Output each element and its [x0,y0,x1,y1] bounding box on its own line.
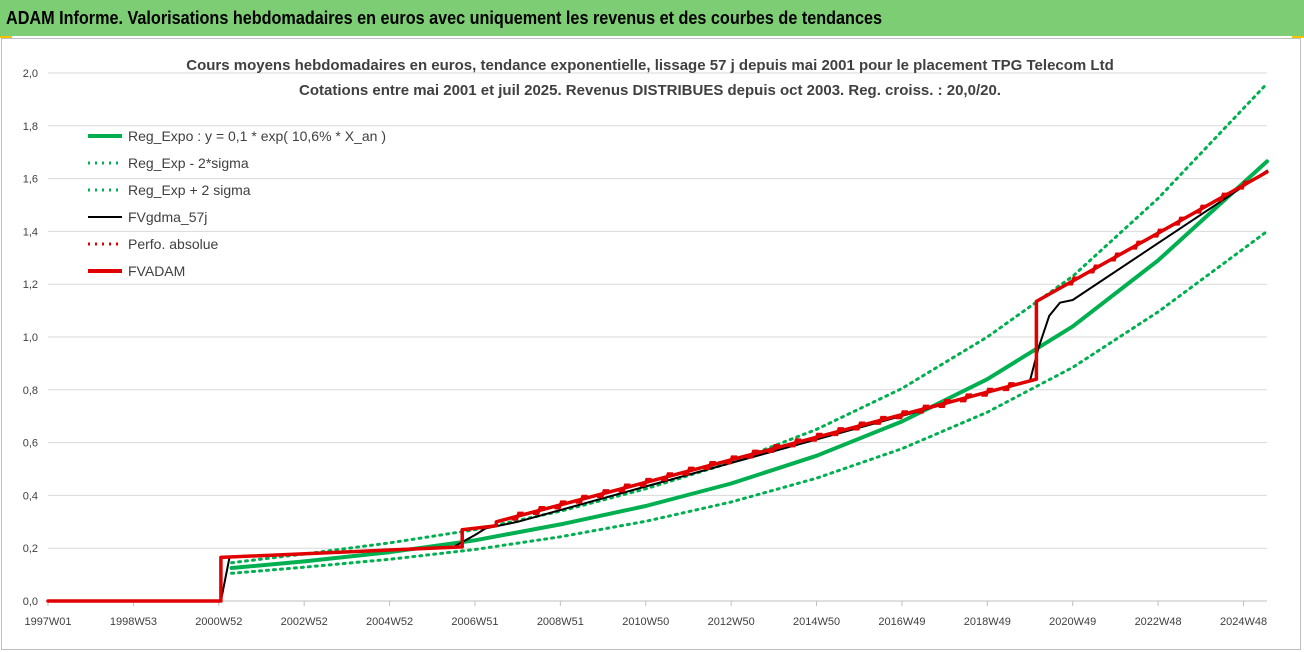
y-tick-label: 0,8 [23,385,38,397]
fvadam-step [1237,180,1250,190]
fvadam-step [533,506,546,516]
legend: Reg_Expo : y = 0,1 * exp( 10,6% * X_an )… [88,128,386,279]
fvadam-step [1194,204,1207,214]
fvadam-step [810,432,823,442]
series-fvadam [46,170,1269,603]
y-tick-label: 1,4 [23,226,38,238]
fvadam-step [575,494,588,504]
y-tick-label: 1,8 [23,121,38,133]
fvadam-step [1002,382,1015,392]
x-tick-label: 2006W51 [451,616,498,628]
legend-label: FVgdma_57j [128,209,207,225]
fvadam-step [853,421,866,431]
fvadam-step [1066,276,1079,286]
y-tick-label: 0,0 [23,596,38,608]
fvadam-step [618,483,631,493]
legend-label: Reg_Exp - 2*sigma [128,155,249,171]
fvadam-step [1216,192,1229,202]
chart-border [1,38,1301,650]
fvadam-step [703,460,716,470]
fvadam-step [1173,216,1186,226]
fvadam-step [661,472,674,482]
series-fvgdma-57j [47,169,1268,602]
legend-label: Perfo. absolue [128,236,218,252]
fvadam-step [746,449,759,459]
fvadam-step [767,444,780,454]
x-tick-label: 2014W50 [793,616,840,628]
y-tick-label: 0,4 [23,490,38,502]
x-tick-label: 2020W49 [1049,616,1096,628]
fvadam-step [938,398,951,408]
legend-label: Reg_Exp + 2 sigma [128,182,251,198]
y-tick-label: 1,6 [23,174,38,186]
x-tick-label: 1997W01 [24,616,71,628]
banner-title: ADAM Informe. Valorisations hebdomadaire… [6,8,882,28]
fvadam-step [597,489,610,499]
fvadam-step [831,427,844,437]
banner-accent-right [1292,36,1304,38]
x-tick-label: 2024W48 [1220,616,1267,628]
x-tick-label: 2004W52 [366,616,413,628]
fvadam-step [895,410,908,420]
fvadam-step [959,393,972,403]
fvadam-step [725,455,738,465]
gridlines [48,72,1267,602]
x-tick-label: 2022W48 [1135,616,1182,628]
series-group [46,82,1269,603]
title-banner: ADAM Informe. Valorisations hebdomadaire… [0,0,1304,36]
y-tick-label: 0,2 [23,543,38,555]
y-tick-label: 2,0 [23,68,38,80]
x-tick-label: 2016W49 [878,616,925,628]
y-tick-label: 0,6 [23,438,38,450]
x-tick-label: 2012W50 [708,616,755,628]
series-reg-exp-minus-2sigma [230,229,1269,575]
fvadam-step [511,511,524,521]
x-tick-label: 1998W53 [110,616,157,628]
legend-label: Reg_Expo : y = 0,1 * exp( 10,6% * X_an ) [128,128,386,144]
fvadam-step [1130,240,1143,250]
x-tick-label: 2000W52 [195,616,242,628]
axes: 0,0 0,2 0,4 0,6 0,8 1,0 1,2 1,4 1,6 1,8 2,0 1997W01… [23,68,1267,628]
x-tick-label: 2010W50 [622,616,669,628]
banner-accent-left [0,36,12,38]
series-reg-expo [229,159,1269,570]
series-reg-exp-plus-2sigma [230,82,1269,565]
x-tick-label: 2018W49 [964,616,1011,628]
fvadam-step [639,477,652,487]
x-tick-label: 2002W52 [281,616,328,628]
chart-title: Cours moyens hebdomadaires en euros, ten… [186,57,1114,74]
x-tick-label: 2008W51 [537,616,584,628]
fvadam-step [789,438,802,448]
fvadam-step [1109,252,1122,262]
fvadam-step [682,466,695,476]
y-tick-label: 1,2 [23,279,38,291]
y-tick-label: 1,0 [23,332,38,344]
fvadam-step [981,387,994,397]
fvadam-step [1088,264,1101,274]
fvadam-step [1152,228,1165,238]
fvadam-step [917,404,930,414]
fvadam-step [874,415,887,425]
legend-label: FVADAM [128,263,185,279]
fvadam-step [554,500,567,510]
chart-subtitle: Cotations entre mai 2001 et juil 2025. R… [299,82,1001,99]
